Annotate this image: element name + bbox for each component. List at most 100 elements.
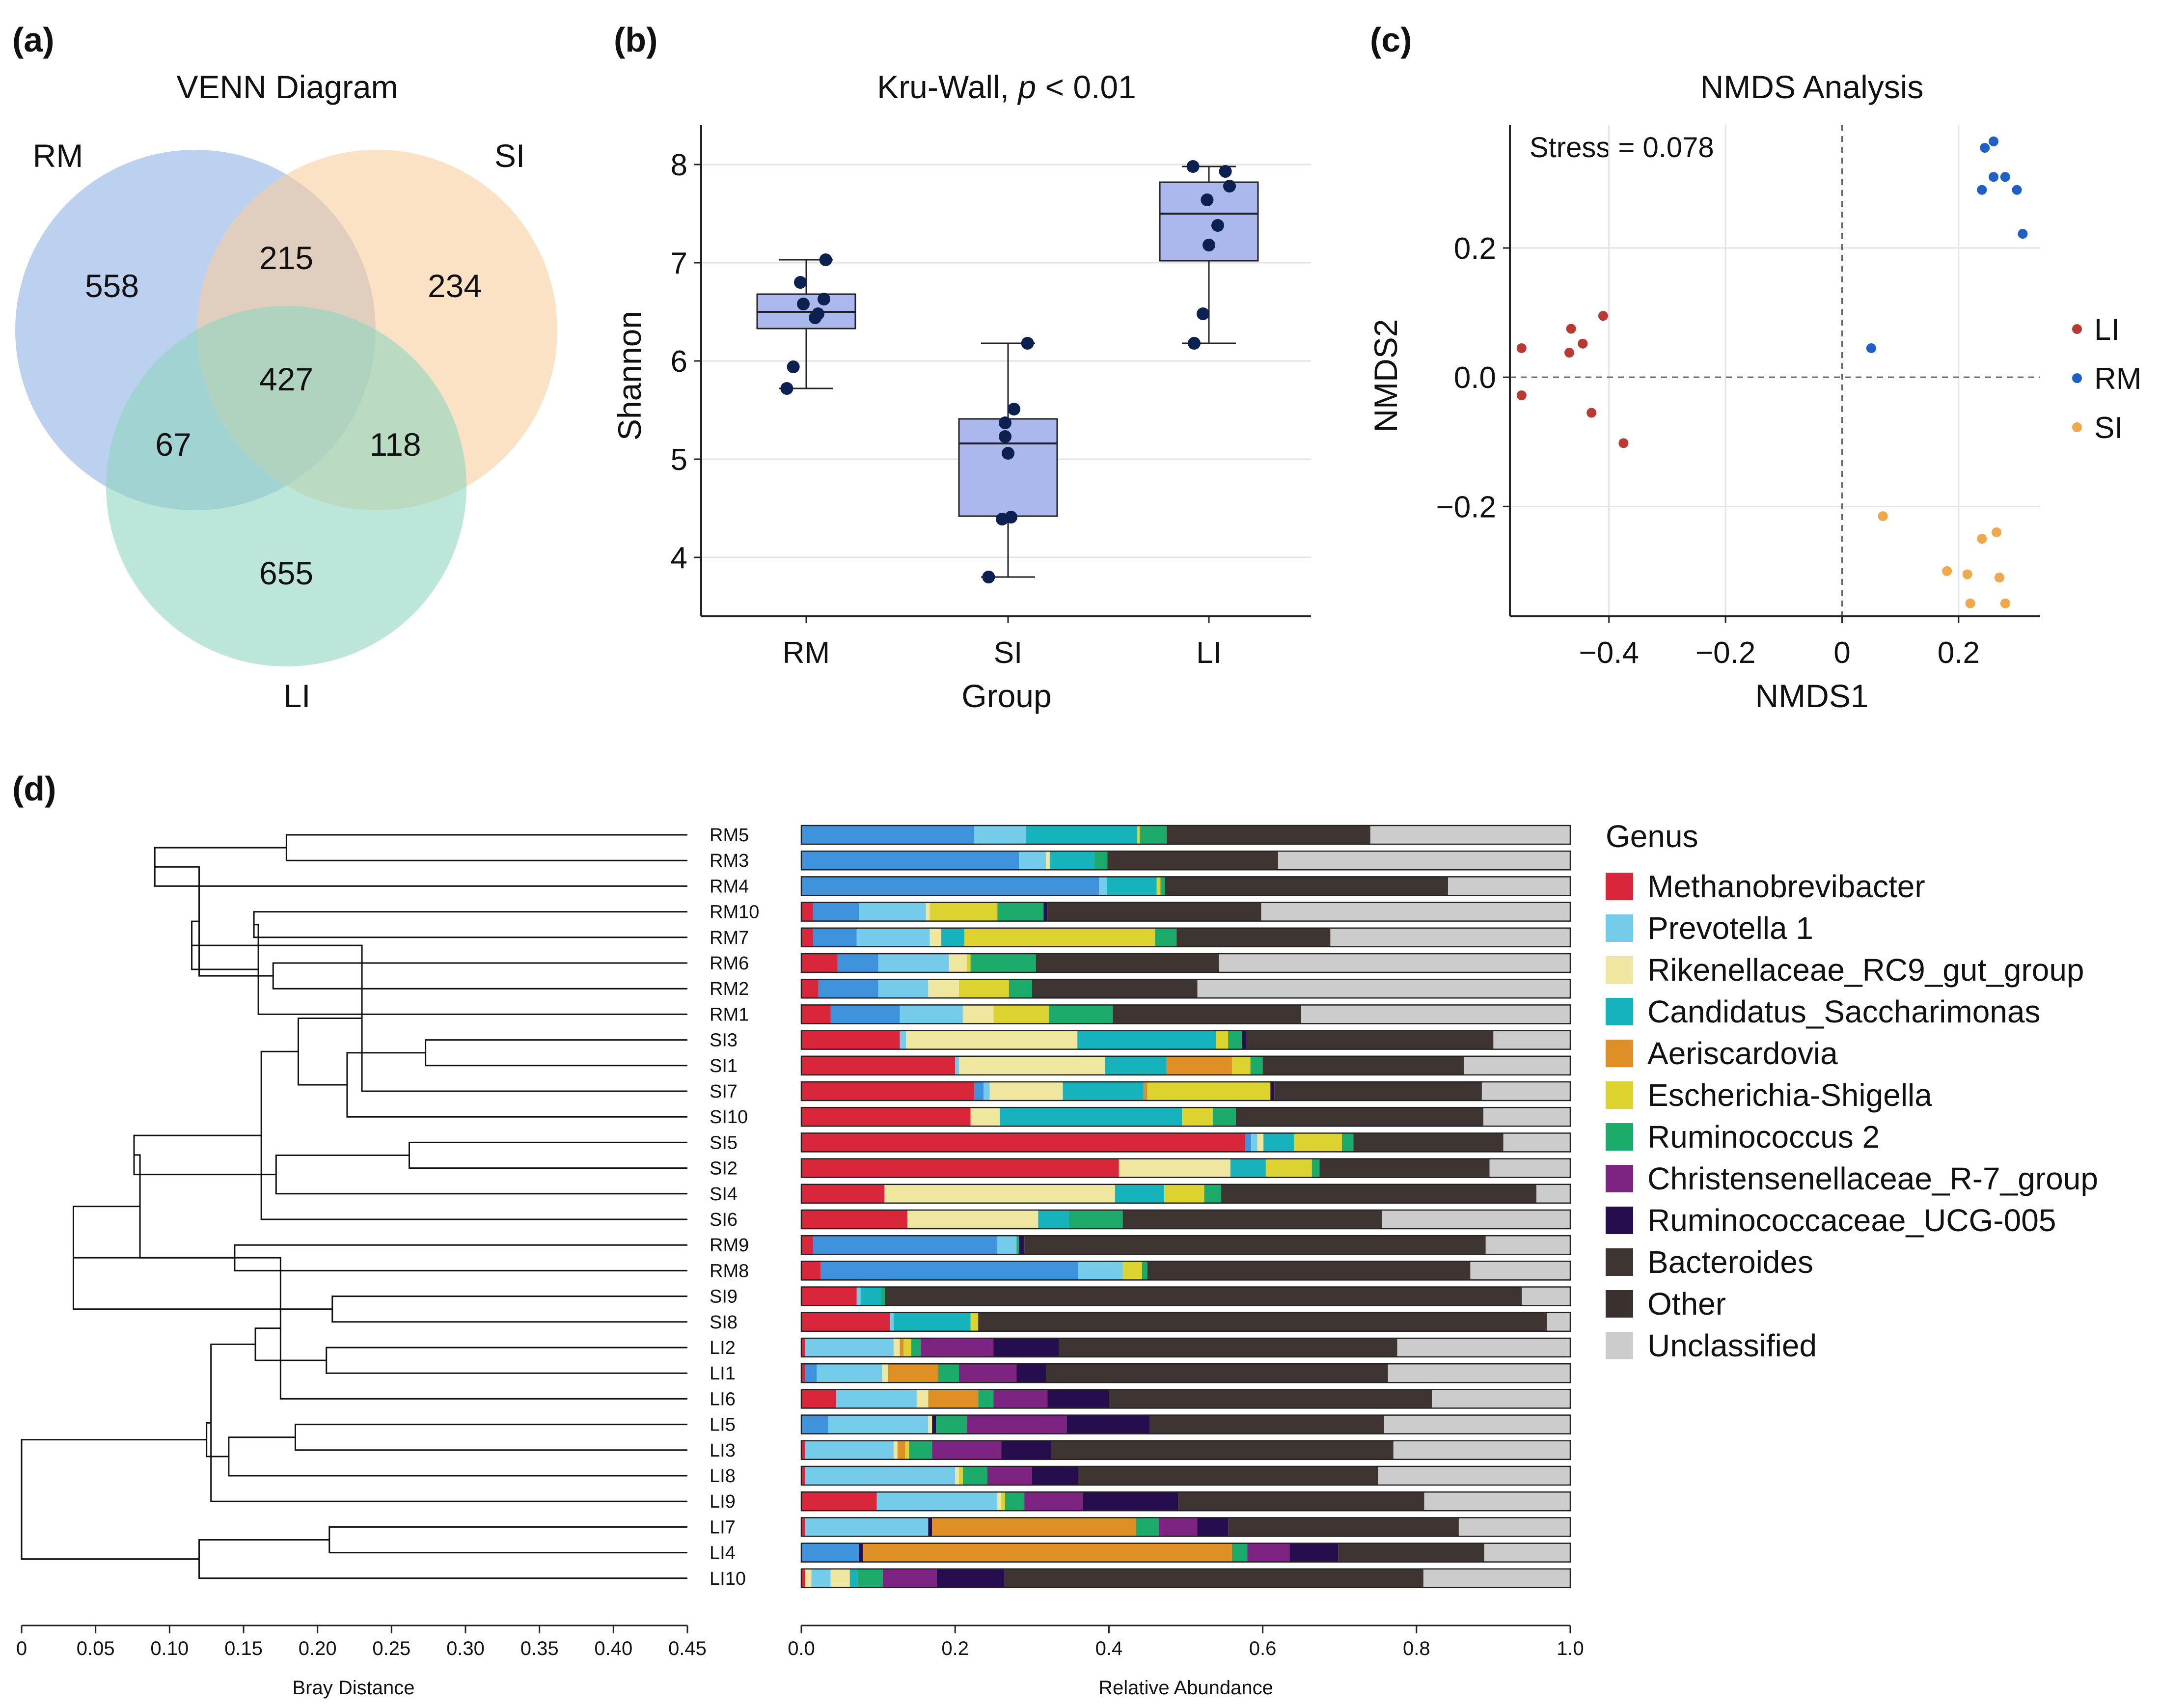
bar-segment-SI5 — [1245, 1133, 1252, 1152]
genus-legend-swatch — [1606, 1040, 1633, 1067]
bar-segment-RM10 — [1261, 902, 1570, 921]
dendro-leaf-label: SI7 — [710, 1081, 738, 1102]
bar-segment-SI3 — [1216, 1030, 1229, 1049]
bar-segment-LI7 — [928, 1517, 932, 1537]
bar-segment-LI2 — [911, 1338, 921, 1357]
bar-segment-LI8 — [1078, 1466, 1378, 1485]
dendro-xtick-label: 0.30 — [446, 1638, 485, 1659]
bar-segment-RM10 — [801, 902, 813, 921]
nmds-point-RM — [2012, 185, 2022, 195]
dendro-leaf-label: SI10 — [710, 1107, 748, 1128]
venn-count-rm-si: 215 — [259, 240, 313, 276]
bar-segment-SI2 — [1319, 1158, 1490, 1178]
bar-outline-LI4 — [800, 1543, 1571, 1563]
bar-segment-RM5 — [974, 826, 1026, 844]
bar-segment-RM8 — [1122, 1261, 1142, 1280]
bar-segment-RM5 — [1166, 826, 1370, 844]
dendro-xtick-label: 0 — [16, 1638, 27, 1659]
bar-segment-LI9 — [1424, 1492, 1563, 1511]
bar-segment-SI7 — [984, 1082, 990, 1101]
dendro-branch — [133, 1134, 276, 1176]
genus-legend-label: Rikenellaceae_RC9_gut_group — [1647, 952, 2084, 988]
bar-segment-SI6 — [801, 1210, 908, 1229]
genus-legend-swatch — [1606, 1332, 1633, 1359]
bar-segment-SI1 — [1464, 1056, 1548, 1075]
box-point-RM — [812, 307, 824, 320]
bar-segment-LI5 — [1384, 1415, 1570, 1434]
box-point-LI — [1219, 165, 1232, 178]
nmds-ytick-label: 0.0 — [1454, 361, 1496, 395]
bar-segment-RM3 — [1107, 851, 1278, 870]
bar-segment-LI9 — [997, 1492, 1002, 1511]
bar-segment-LI10 — [811, 1569, 831, 1588]
bar-segment-SI5 — [801, 1133, 1245, 1152]
box-point-RM — [787, 360, 800, 373]
bar-segment-RM9 — [813, 1236, 998, 1255]
bar-segment-RM1 — [830, 1005, 900, 1024]
genus-legend-swatch — [1606, 873, 1633, 900]
bar-segment-RM4 — [1448, 877, 1570, 896]
dendro-xtick-label: 0.45 — [668, 1638, 707, 1659]
venn-count-si-only: 234 — [428, 268, 482, 304]
bar-segment-RM3 — [801, 851, 1019, 870]
bar-segment-SI7 — [1063, 1082, 1144, 1101]
venn-title: VENN Diagram — [176, 69, 398, 105]
bar-segment-RM8 — [801, 1261, 821, 1280]
bars-xtick-label: 0.6 — [1249, 1638, 1277, 1659]
bar-segment-SI7 — [801, 1082, 975, 1101]
bars-xtick-label: 0.2 — [941, 1638, 969, 1659]
genus-legend-label: Prevotella 1 — [1647, 910, 1813, 946]
dendro-branch — [408, 1141, 687, 1169]
bar-segment-RM1 — [1113, 1005, 1301, 1024]
nmds-point-RM — [2000, 172, 2010, 182]
dendro-leaf-label: LI4 — [710, 1543, 736, 1564]
venn-count-li-only: 655 — [259, 555, 313, 591]
genus-legend-swatch — [1606, 998, 1633, 1025]
dendro-leaf-label: RM9 — [710, 1235, 749, 1256]
box-point-LI — [1211, 219, 1224, 232]
genus-legend-label: Ruminococcus 2 — [1647, 1119, 1880, 1155]
bar-segment-SI10 — [970, 1107, 1000, 1127]
bar-segment-LI10 — [849, 1569, 858, 1588]
bar-segment-LI8 — [955, 1466, 959, 1485]
genus-legend-label: Aeriscardovia — [1647, 1036, 1838, 1071]
dendro-branch — [253, 911, 687, 938]
nmds-ytick-label: 0.2 — [1454, 232, 1496, 266]
dendro-leaf-label: RM2 — [710, 979, 749, 999]
bar-segment-RM2 — [1009, 979, 1032, 998]
bar-segment-LI4 — [1247, 1543, 1290, 1562]
bar-segment-SI4 — [1204, 1184, 1222, 1203]
bar-segment-RM9 — [801, 1236, 813, 1255]
bar-segment-SI1 — [1250, 1056, 1263, 1075]
nmds-point-SI — [1962, 569, 1972, 579]
bar-segment-SI4 — [1536, 1184, 1570, 1203]
bar-segment-LI3 — [909, 1440, 932, 1460]
dendro-branch — [198, 1539, 687, 1579]
bar-segment-SI7 — [1147, 1082, 1271, 1101]
bar-segment-LI10 — [805, 1569, 812, 1588]
box-point-SI — [1002, 447, 1014, 460]
bar-segment-SI2 — [1119, 1158, 1230, 1178]
bar-segment-RM7 — [930, 928, 942, 947]
dendro-leaf-label: SI3 — [710, 1030, 738, 1051]
bar-segment-SI3 — [1228, 1030, 1242, 1049]
dendro-xtick-label: 0.20 — [299, 1638, 337, 1659]
bar-segment-LI7 — [932, 1517, 1136, 1537]
bar-segment-LI1 — [1045, 1364, 1388, 1383]
genus-legend-swatch — [1606, 956, 1633, 984]
bar-segment-SI9 — [885, 1287, 1522, 1306]
bar-segment-SI3 — [1077, 1030, 1216, 1049]
bar-segment-LI5 — [828, 1415, 929, 1434]
bar-segment-SI4 — [1115, 1184, 1165, 1203]
dendro-leaf-label: LI3 — [710, 1440, 736, 1461]
bar-segment-SI4 — [884, 1184, 1115, 1203]
dendro-xtick-label: 0.05 — [77, 1638, 115, 1659]
bar-outline-SI6 — [800, 1209, 1571, 1230]
venn-count-rm-only: 558 — [85, 268, 139, 304]
bar-segment-LI10 — [830, 1569, 850, 1588]
box-xtick-label: SI — [994, 636, 1023, 670]
bar-segment-SI5 — [1257, 1133, 1264, 1152]
bar-segment-LI9 — [1001, 1492, 1005, 1511]
box-ytick-label: 8 — [671, 148, 687, 182]
nmds-point-SI — [1965, 598, 1975, 608]
